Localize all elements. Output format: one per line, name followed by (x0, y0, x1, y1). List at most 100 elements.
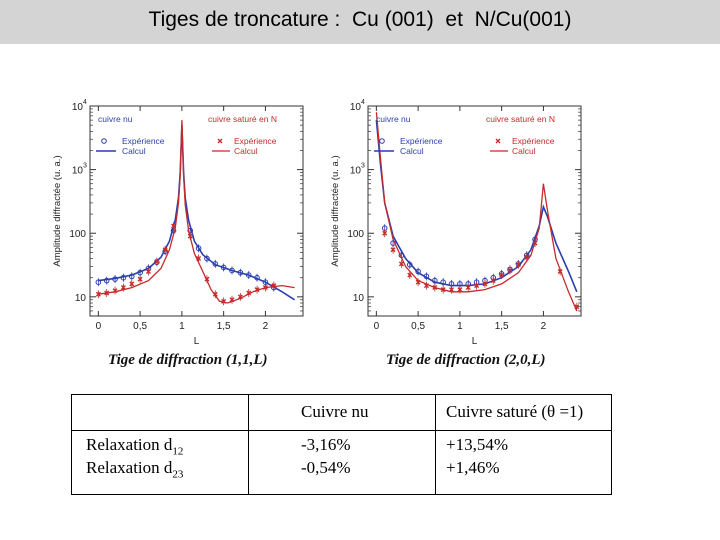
exp-point-sat (507, 266, 513, 275)
circle-marker (120, 274, 127, 281)
exp-point-sat (237, 292, 243, 301)
x-tick-label: 1 (179, 321, 185, 332)
circle-marker (204, 255, 210, 262)
exp-point-sat (474, 281, 480, 290)
cross-marker (95, 291, 101, 297)
legend-sat-exp-marker (217, 138, 223, 144)
caption-rod-20L: Tige de diffraction (2,0,L) (386, 352, 546, 368)
circle-marker (137, 269, 143, 276)
exp-point-sat (95, 290, 101, 299)
cross-marker (474, 283, 480, 289)
y-tick-exponent: 3 (83, 163, 87, 170)
exp-point-nu (112, 275, 118, 284)
exp-point-nu (237, 268, 244, 277)
exp-point-nu (406, 260, 413, 269)
calc-curve-sat (375, 112, 578, 312)
exp-point-sat (557, 267, 563, 276)
cross-marker (440, 287, 446, 293)
y-tick-label: 10 (72, 102, 84, 113)
exp-point-sat (112, 286, 118, 295)
legend-nu-exp: Expérience (400, 136, 443, 146)
exp-point-sat (382, 229, 388, 238)
cross-marker (457, 287, 463, 293)
exp-point-sat (574, 302, 580, 311)
exp-point-sat (229, 295, 235, 304)
exp-point-sat (262, 283, 268, 292)
cross-marker (382, 230, 388, 236)
cross-marker (120, 285, 126, 291)
circle-marker (415, 268, 421, 275)
legend-sat-exp: Expérience (512, 136, 555, 146)
cross-marker (574, 304, 580, 310)
value-sat-d23: +1,46% (446, 458, 500, 477)
cross-marker (398, 261, 404, 267)
row-label-d23-sub: 23 (172, 468, 184, 481)
exp-point-sat (415, 278, 421, 287)
circle-marker (195, 245, 202, 252)
cross-marker (187, 233, 193, 239)
legend-nu-exp: Expérience (122, 136, 165, 146)
y-tick-label: 100 (347, 229, 364, 240)
exp-point-nu (204, 254, 210, 263)
legend-nu-title: cuivre nu (98, 114, 133, 124)
cross-marker (254, 287, 260, 293)
x-tick-label: 1,5 (495, 321, 509, 332)
table-divider (248, 395, 249, 494)
legend-nu-calc: Calcul (122, 146, 146, 156)
exp-point-nu (245, 271, 252, 280)
exp-point-nu (440, 278, 446, 287)
x-tick-label: 0,5 (411, 321, 425, 332)
cross-marker (449, 287, 455, 293)
x-tick-label: 2 (541, 321, 547, 332)
title-bar: Tiges de troncature : Cu (001) et N/Cu(0… (0, 0, 720, 44)
legend-nu-exp-marker (379, 138, 385, 144)
header-sat-prefix: Cuivre saturé ( (446, 402, 548, 421)
exp-point-sat (482, 279, 488, 288)
exp-point-sat (120, 283, 126, 292)
x-tick-label: 1,5 (217, 321, 231, 332)
row-label-d12-text: Relaxation d (86, 435, 173, 454)
row-label-d23: Relaxation d23 (86, 458, 183, 480)
exp-point-nu (120, 273, 127, 282)
cross-marker (196, 256, 202, 262)
y-axis-label: Amplitude diffractée (u. a.) (330, 155, 341, 266)
cross-marker (515, 262, 521, 268)
exp-point-sat (390, 245, 396, 254)
exp-point-sat (532, 239, 538, 248)
legend-nu-calc: Calcul (400, 146, 424, 156)
exp-point-sat (212, 290, 218, 299)
cross-marker (129, 281, 135, 287)
x-axis-label: L (472, 336, 478, 347)
row-label-d23-text: Relaxation d (86, 458, 173, 477)
value-sat-d12: +13,54% (446, 435, 508, 454)
cross-marker (212, 291, 218, 297)
cross-marker (432, 285, 438, 291)
y-tick-label: 10 (350, 102, 362, 113)
cross-marker (154, 258, 160, 264)
x-tick-label: 2 (263, 321, 269, 332)
y-tick-label: 10 (353, 293, 365, 304)
exp-point-sat (407, 271, 413, 280)
exp-point-sat (145, 267, 151, 276)
cross-marker (499, 272, 505, 278)
cross-marker (171, 223, 177, 229)
exp-point-nu (254, 273, 260, 282)
exp-point-sat (499, 271, 505, 280)
exp-point-nu (229, 266, 235, 275)
slide-title: Tiges de troncature : Cu (001) et N/Cu(0… (148, 8, 572, 31)
exp-point-sat (254, 285, 260, 294)
exp-point-sat (490, 276, 496, 285)
exp-point-nu (195, 244, 202, 253)
circle-marker (103, 277, 110, 284)
header-sat-suffix: =1) (555, 402, 584, 421)
circle-marker (440, 279, 446, 285)
exp-point-sat (221, 297, 227, 306)
cross-marker (104, 290, 110, 296)
y-axis-label: Amplitude diffractée (u. a.) (52, 155, 63, 266)
exp-point-nu (95, 278, 102, 287)
cross-marker (507, 267, 513, 273)
cross-marker (415, 279, 421, 285)
header-cuivre-sature: Cuivre saturé (θ =1) (446, 402, 583, 422)
caption-rod-11L: Tige de diffraction (1,1,L) (108, 352, 268, 368)
exp-point-nu (103, 276, 110, 285)
